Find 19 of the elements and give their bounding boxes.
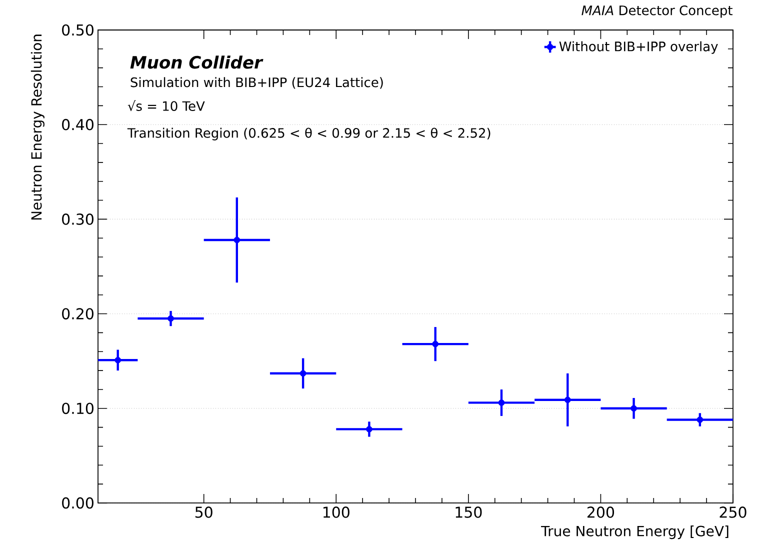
x-tick-label: 200 bbox=[587, 506, 614, 518]
y-tick-label: 0.30 bbox=[62, 214, 94, 225]
text: MAIA Detector Concept bbox=[582, 5, 732, 18]
x-tick-label: 100 bbox=[323, 506, 350, 518]
x-tick-label: 50 bbox=[195, 506, 212, 518]
annotation: √s = 10 TeV bbox=[128, 100, 205, 112]
y-axis-title: Neutron Energy Resolution bbox=[30, 34, 44, 220]
legend-label: Without BIB+IPP overlay bbox=[559, 41, 718, 54]
y-tick-label: 0.00 bbox=[62, 497, 94, 509]
annotation: Transition Region (0.625 < θ < 0.99 or 2.15 < θ < 2.52) bbox=[127, 128, 490, 140]
annotation: Muon Collider bbox=[130, 56, 264, 69]
y-tick-label: 0.20 bbox=[62, 308, 94, 320]
y-tick-label: 0.10 bbox=[62, 402, 94, 414]
x-tick-label: 250 bbox=[720, 506, 746, 518]
y-tick-label: 0.50 bbox=[62, 24, 94, 36]
y-tick-label: 0.40 bbox=[62, 118, 94, 130]
x-tick-label: 150 bbox=[456, 506, 482, 518]
annotation: Simulation with BIB+IPP (EU24 Lattice) bbox=[130, 77, 383, 89]
x-axis-title: True Neutron Energy [GeV] bbox=[541, 526, 728, 540]
